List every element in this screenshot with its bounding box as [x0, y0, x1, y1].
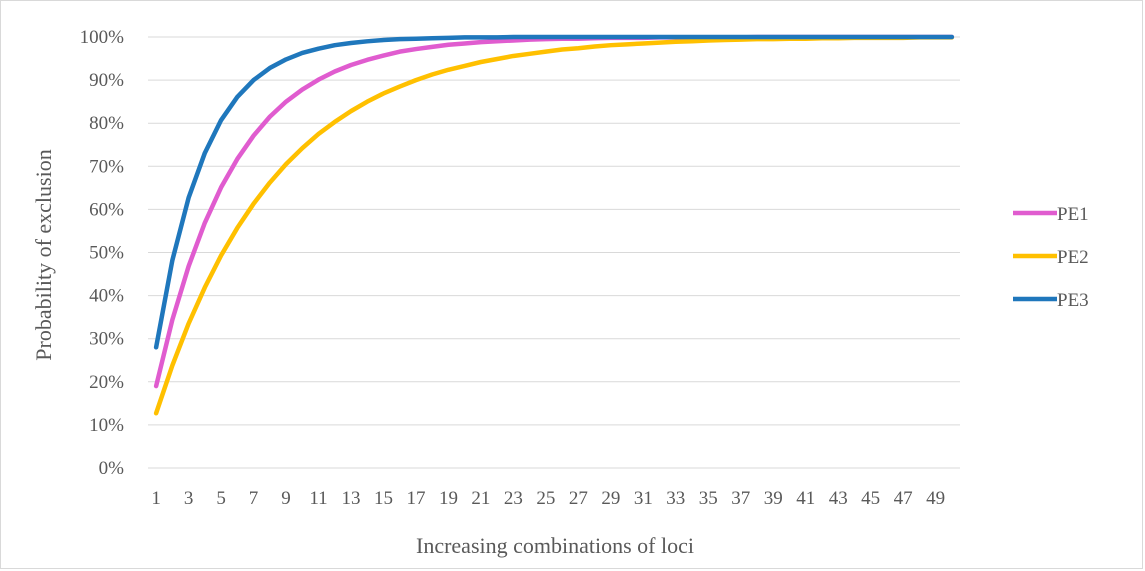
- x-tick-label: 31: [634, 488, 653, 509]
- x-tick-label: 29: [601, 488, 620, 509]
- x-tick-label: 1: [151, 488, 161, 509]
- x-tick-label: 21: [471, 488, 490, 509]
- x-axis-ticks: 1 3 5 7 9 11 13 15 17 19 21 23 25 27 29 31 33 35 37 39 41 43 4…: [151, 488, 945, 509]
- x-tick-label: 3: [184, 488, 194, 509]
- x-tick-label: 9: [281, 488, 291, 509]
- legend-label-pe1: PE1: [1057, 204, 1089, 225]
- series-line-pe1: [153, 34, 955, 389]
- legend-label-pe2: PE2: [1057, 247, 1089, 268]
- y-tick-label: 90%: [89, 70, 124, 91]
- x-tick-label: 41: [796, 488, 815, 509]
- x-tick-label: 23: [504, 488, 523, 509]
- y-axis-title: Probability of exclusion: [31, 149, 56, 360]
- x-tick-label: 27: [569, 488, 588, 509]
- gridlines: [148, 36, 960, 469]
- y-tick-label: 20%: [89, 372, 124, 393]
- x-tick-label: 39: [764, 488, 783, 509]
- series-line-pe3: [153, 34, 955, 350]
- x-tick-label: 19: [439, 488, 458, 509]
- x-axis-title: Increasing combinations of loci: [416, 533, 694, 558]
- x-tick-label: 17: [406, 488, 425, 509]
- x-tick-label: 47: [894, 488, 913, 509]
- x-tick-label: 43: [829, 488, 848, 509]
- legend-label-pe3: PE3: [1057, 290, 1089, 311]
- x-tick-label: 37: [731, 488, 750, 509]
- x-tick-label: 13: [342, 488, 361, 509]
- legend: PE1 PE2 PE3: [1013, 204, 1089, 311]
- y-tick-label: 60%: [89, 199, 124, 220]
- y-tick-label: 30%: [89, 329, 124, 350]
- x-tick-label: 11: [309, 488, 327, 509]
- x-tick-label: 5: [216, 488, 226, 509]
- x-tick-label: 45: [861, 488, 880, 509]
- x-tick-label: 35: [699, 488, 718, 509]
- x-tick-label: 25: [536, 488, 555, 509]
- series-lines: [153, 34, 955, 416]
- series-line-pe2: [153, 35, 955, 416]
- y-tick-label: 50%: [89, 243, 124, 264]
- x-tick-label: 7: [249, 488, 259, 509]
- y-tick-label: 0%: [99, 458, 125, 479]
- x-tick-label: 15: [374, 488, 393, 509]
- x-tick-label: 49: [926, 488, 945, 509]
- x-tick-label: 33: [666, 488, 685, 509]
- y-tick-label: 80%: [89, 113, 124, 134]
- y-tick-label: 70%: [89, 156, 124, 177]
- y-axis-ticks: 0% 10% 20% 30% 40% 50% 60% 70% 80% 90% 100%: [80, 27, 125, 479]
- y-tick-label: 10%: [89, 415, 124, 436]
- y-tick-label: 40%: [89, 286, 124, 307]
- y-tick-label: 100%: [80, 27, 125, 48]
